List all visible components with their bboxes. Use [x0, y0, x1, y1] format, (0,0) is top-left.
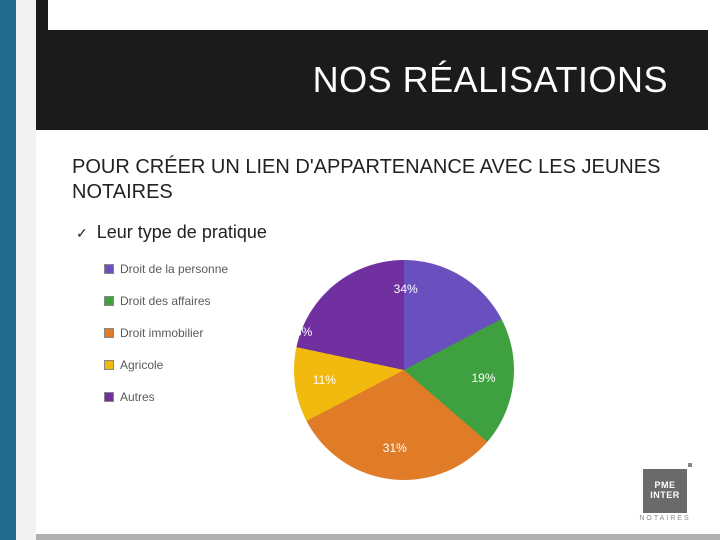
- title-block: NOS RÉALISATIONS: [48, 30, 708, 130]
- legend-swatch: [104, 264, 114, 274]
- check-icon: ✓: [76, 225, 88, 241]
- logo-subtext: NOTAIRES: [630, 515, 700, 522]
- logo-dot-icon: [688, 463, 692, 467]
- legend-item: Droit de la personne: [104, 262, 254, 276]
- pie-wrap: 34% 19% 31% 11% 5%: [274, 250, 534, 510]
- legend-label: Droit des affaires: [120, 294, 211, 308]
- legend-swatch: [104, 392, 114, 402]
- legend-label: Droit de la personne: [120, 262, 228, 276]
- bottom-bar: [36, 534, 720, 540]
- subtitle: POUR CRÉER UN LIEN D'APPARTENANCE AVEC L…: [72, 155, 672, 205]
- sub-stripe: [16, 0, 36, 540]
- legend-item: Droit des affaires: [104, 294, 254, 308]
- legend-item: Autres: [104, 390, 254, 404]
- pie-slice-label: 31%: [383, 441, 407, 455]
- page-title: NOS RÉALISATIONS: [313, 59, 668, 101]
- legend-item: Agricole: [104, 358, 254, 372]
- logo-box: PME INTER: [643, 469, 687, 513]
- legend-swatch: [104, 360, 114, 370]
- pie-slice-label: 34%: [394, 282, 418, 296]
- pie-slice-label: 19%: [471, 371, 495, 385]
- legend-label: Agricole: [120, 358, 163, 372]
- logo-line2: INTER: [650, 491, 680, 501]
- pie-slice-label: 11%: [313, 373, 336, 387]
- footer-logo: PME INTER NOTAIRES: [630, 469, 700, 522]
- legend-label: Droit immobilier: [120, 326, 203, 340]
- legend-item: Droit immobilier: [104, 326, 254, 340]
- sub-stripe-dark: [36, 0, 48, 130]
- pie-slice-label: 5%: [295, 325, 312, 339]
- legend-swatch: [104, 296, 114, 306]
- legend-swatch: [104, 328, 114, 338]
- legend: Droit de la personne Droit des affaires Dr…: [104, 262, 254, 422]
- legend-label: Autres: [120, 390, 155, 404]
- pie-chart: Droit de la personne Droit des affaires Dr…: [104, 250, 624, 510]
- bullet-text: Leur type de pratique: [97, 222, 267, 242]
- left-accent-stripe: [0, 0, 16, 540]
- bullet-line: ✓ Leur type de pratique: [76, 222, 267, 243]
